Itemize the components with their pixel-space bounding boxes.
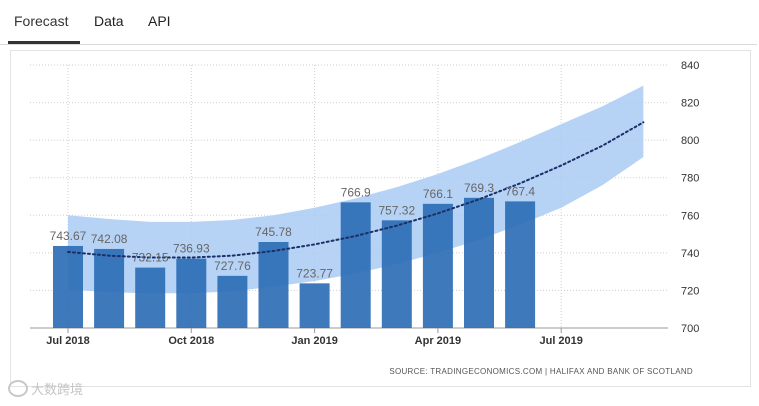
x-tick-label: Jul 2019 — [539, 335, 582, 347]
value-label: 742.08 — [91, 232, 128, 246]
value-label: 736.93 — [173, 242, 210, 256]
y-tick-label: 760 — [681, 210, 699, 222]
value-label: 723.77 — [296, 266, 333, 280]
bar-aug-2018 — [94, 248, 125, 328]
bar-oct-2018 — [176, 258, 207, 328]
value-label: 745.78 — [255, 225, 292, 239]
trend-line — [67, 121, 645, 259]
x-tick-label: Jan 2019 — [291, 335, 337, 347]
tab-bar: Forecast Data API — [0, 0, 757, 45]
value-label: 743.67 — [50, 229, 87, 243]
y-tick-label: 800 — [681, 135, 699, 147]
bar-sep-2018 — [135, 267, 166, 328]
forecast-trend-line — [67, 121, 645, 259]
bar-nov-2018 — [217, 275, 248, 328]
bar-mar-2019 — [381, 220, 412, 328]
bar-jun-2019 — [505, 201, 536, 328]
value-label: 757.32 — [378, 203, 415, 217]
value-label: 727.76 — [214, 259, 251, 273]
bar-apr-2019 — [422, 203, 453, 328]
value-label: 766.1 — [423, 187, 453, 201]
y-tick-label: 740 — [681, 248, 699, 260]
bar-jan-2019 — [299, 283, 330, 328]
tab-data[interactable]: Data — [94, 13, 124, 29]
y-tick-label: 700 — [681, 323, 699, 335]
value-labels: 743.67 742.08 732.15 736.93 727.76 745.78 723.… — [50, 181, 536, 281]
watermark-logo-icon — [8, 380, 28, 397]
tab-forecast[interactable]: Forecast — [14, 13, 69, 29]
x-tick-label: Apr 2019 — [415, 335, 461, 347]
bar-may-2019 — [464, 197, 494, 328]
value-label: 769.3 — [464, 181, 494, 195]
source-label: SOURCE: TRADINGECONOMICS.COM | HALIFAX A… — [389, 367, 693, 376]
bar-feb-2019 — [340, 202, 371, 328]
y-tick-label: 840 — [681, 60, 699, 72]
y-tick-label: 820 — [681, 98, 699, 110]
y-tick-label: 780 — [681, 173, 699, 185]
active-tab-indicator — [8, 41, 80, 44]
value-label: 766.9 — [341, 185, 371, 199]
bars — [53, 197, 536, 328]
y-axis: 700 720 740 760 780 800 820 840 — [681, 60, 699, 335]
bar-jul-2018 — [53, 245, 83, 328]
forecast-band — [68, 85, 644, 294]
bar-dec-2018 — [258, 241, 289, 328]
x-tick-label: Oct 2018 — [168, 335, 214, 347]
watermark-text: 大数跨境 — [31, 382, 84, 397]
value-label: 732.15 — [132, 251, 169, 265]
forecast-confidence-band — [68, 85, 644, 294]
y-tick-label: 720 — [681, 285, 699, 297]
value-label: 767.4 — [505, 184, 535, 198]
x-axis: Jul 2018 Oct 2018 Jan 2019 Apr 2019 Jul 2019 — [46, 328, 583, 347]
x-tick-label: Jul 2018 — [46, 335, 89, 347]
watermark: 大数跨境 — [8, 379, 83, 398]
tab-api[interactable]: API — [148, 13, 171, 29]
